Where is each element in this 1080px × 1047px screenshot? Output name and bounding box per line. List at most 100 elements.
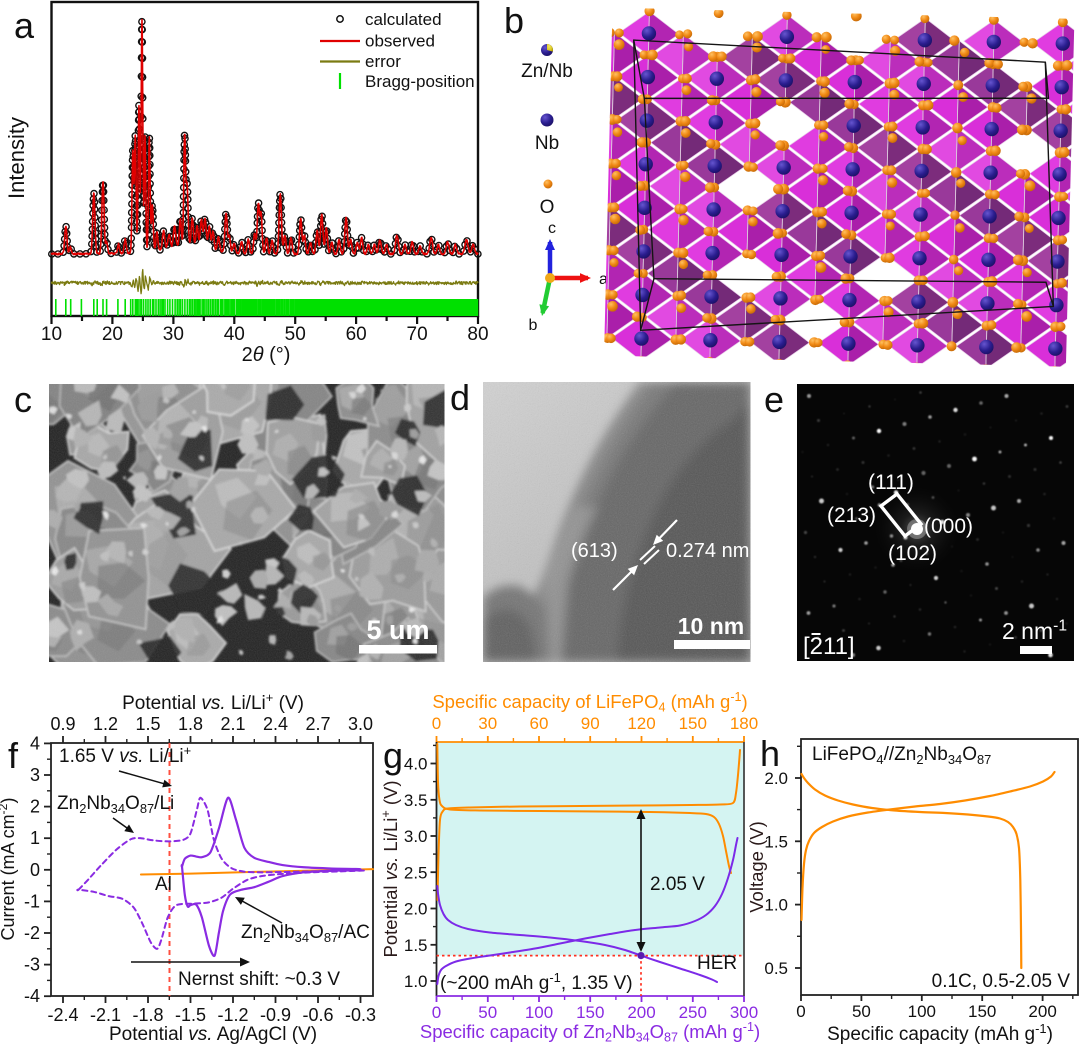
svg-text:2.7: 2.7 [305,714,330,734]
svg-text:50: 50 [285,324,306,345]
svg-text:Zn2Nb34O87/Li: Zn2Nb34O87/Li [57,793,174,816]
svg-text:e: e [764,379,784,420]
svg-text:Potential vs. Li/Li+ (V): Potential vs. Li/Li+ (V) [379,780,401,957]
svg-text:0: 0 [30,860,40,880]
svg-text:-3: -3 [24,955,40,975]
svg-text:-1.5: -1.5 [175,1005,206,1025]
svg-text:3.0: 3.0 [404,827,428,846]
svg-text:-4: -4 [24,986,40,1006]
svg-text:-2: -2 [24,923,40,943]
svg-text:2.5: 2.5 [404,863,428,882]
svg-text:1.5: 1.5 [404,936,428,955]
svg-text:-1: -1 [24,891,40,911]
svg-text:90: 90 [581,714,600,733]
svg-text:[211]: [211] [803,633,855,660]
svg-text:Intensity: Intensity [4,117,29,199]
svg-text:Voltage (V): Voltage (V) [746,821,767,913]
svg-text:1: 1 [30,828,40,848]
svg-text:4: 4 [30,733,40,753]
svg-text:200: 200 [1028,1002,1056,1021]
svg-text:150: 150 [576,1003,604,1022]
svg-text:50: 50 [852,1002,871,1021]
svg-text:-1.8: -1.8 [132,1005,163,1025]
svg-text:Specific capacity of LiFePO4 (: Specific capacity of LiFePO4 (mAh g-1) [432,690,747,715]
svg-text:HER: HER [697,953,737,974]
svg-text:f: f [8,735,19,776]
svg-text:2.0: 2.0 [404,900,428,919]
svg-text:1.5: 1.5 [135,714,160,734]
svg-text:2 nm-1: 2 nm-1 [1002,617,1067,644]
svg-text:Al: Al [155,874,172,895]
svg-text:(613): (613) [571,540,618,562]
svg-text:-2.1: -2.1 [90,1005,121,1025]
svg-text:2.1: 2.1 [220,714,245,734]
svg-text:80: 80 [467,324,488,345]
svg-text:2θ (°): 2θ (°) [242,344,291,366]
svg-text:4.0: 4.0 [404,755,428,774]
svg-text:d: d [450,377,470,418]
svg-text:Potential vs. Ag/AgCl (V): Potential vs. Ag/AgCl (V) [109,1024,317,1045]
svg-text:O: O [540,197,555,218]
svg-text:(102): (102) [888,542,937,565]
svg-text:Specific capacity of Zn2Nb34O8: Specific capacity of Zn2Nb34O87 (mAh g-1… [420,1020,760,1045]
svg-text:3: 3 [30,765,40,785]
svg-text:Specific capacity (mAh g-1): Specific capacity (mAh g-1) [827,1021,1053,1045]
svg-text:b: b [504,0,524,41]
svg-text:-1.2: -1.2 [217,1005,248,1025]
svg-text:(213): (213) [827,504,876,527]
svg-text:0: 0 [796,1002,805,1021]
svg-text:1.5: 1.5 [764,832,788,851]
svg-text:error: error [365,52,401,71]
svg-text:30: 30 [478,714,497,733]
svg-text:300: 300 [730,1003,758,1022]
svg-text:60: 60 [346,324,367,345]
svg-text:150: 150 [679,714,707,733]
svg-text:3.0: 3.0 [348,714,373,734]
svg-text:200: 200 [627,1003,655,1022]
svg-text:g: g [383,735,403,776]
svg-text:Current (mA cm-2): Current (mA cm-2) [0,798,18,941]
svg-text:0.274 nm: 0.274 nm [666,540,749,562]
svg-text:60: 60 [530,714,549,733]
svg-text:-0.3: -0.3 [345,1005,376,1025]
svg-text:1.0: 1.0 [404,972,428,991]
svg-text:50: 50 [478,1003,497,1022]
svg-text:180: 180 [730,714,758,733]
svg-text:1.0: 1.0 [764,896,788,915]
svg-text:2.05 V: 2.05 V [650,874,705,895]
svg-text:a: a [599,271,608,288]
svg-text:2.4: 2.4 [263,714,288,734]
svg-text:1.65 V vs. Li/Li+: 1.65 V vs. Li/Li+ [59,743,191,767]
svg-text:2.0: 2.0 [764,769,788,788]
svg-text:a: a [14,5,35,46]
svg-text:40: 40 [224,324,245,345]
svg-text:calculated: calculated [365,10,442,29]
svg-text:Bragg-position: Bragg-position [365,72,475,91]
svg-text:c: c [548,220,556,237]
svg-text:1.2: 1.2 [93,714,118,734]
svg-text:250: 250 [679,1003,707,1022]
svg-text:Zn/Nb: Zn/Nb [521,61,573,82]
svg-text:0: 0 [432,714,441,733]
svg-text:observed: observed [365,32,435,51]
svg-text:Potential vs. Li/Li+ (V): Potential vs. Li/Li+ (V) [122,690,304,714]
svg-text:-2.4: -2.4 [47,1005,78,1025]
svg-text:0.5: 0.5 [764,959,788,978]
svg-text:Nb: Nb [535,133,559,154]
svg-text:0.1C, 0.5-2.05 V: 0.1C, 0.5-2.05 V [932,971,1071,992]
svg-text:Zn2Nb34O87/AC: Zn2Nb34O87/AC [241,922,370,945]
svg-text:5 um: 5 um [366,615,429,645]
svg-text:(~200 mAh g-1, 1.35 V): (~200 mAh g-1, 1.35 V) [440,970,633,994]
svg-text:3.5: 3.5 [404,791,428,810]
svg-text:LiFePO4//Zn2Nb34O87: LiFePO4//Zn2Nb34O87 [812,744,991,767]
svg-text:1.8: 1.8 [178,714,203,734]
svg-text:b: b [529,317,538,334]
svg-text:-0.9: -0.9 [260,1005,291,1025]
svg-text:2: 2 [30,797,40,817]
svg-text:h: h [760,733,780,774]
svg-text:20: 20 [102,324,123,345]
svg-text:0.9: 0.9 [50,714,75,734]
svg-text:120: 120 [627,714,655,733]
svg-text:c: c [14,379,32,420]
svg-text:10 nm: 10 nm [678,613,744,639]
